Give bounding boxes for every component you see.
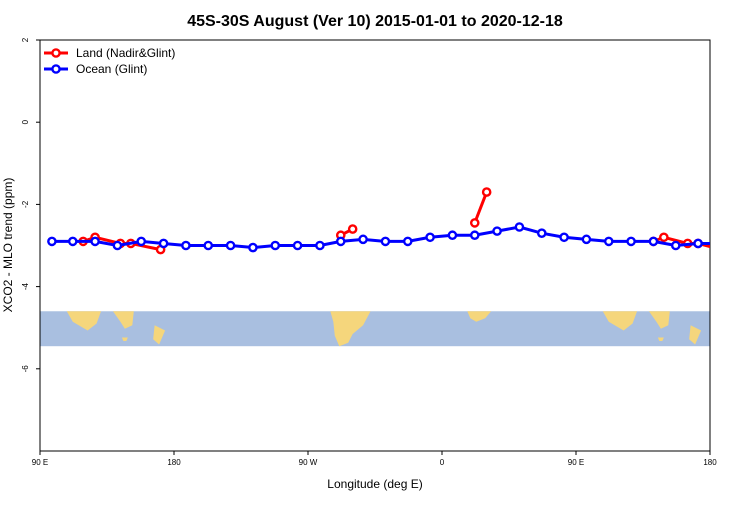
chart-title: 45S-30S August (Ver 10) 2015-01-01 to 20… bbox=[187, 13, 563, 30]
data-point bbox=[659, 232, 669, 243]
map-land-new-zealand bbox=[153, 325, 166, 345]
data-point bbox=[670, 240, 681, 251]
data-point bbox=[158, 238, 169, 249]
legend-marker bbox=[51, 48, 61, 58]
data-point bbox=[315, 240, 325, 251]
legend-label: Ocean (Glint) bbox=[76, 62, 147, 76]
map-land-tasmania bbox=[121, 337, 128, 341]
x-tick-label: 180 bbox=[167, 458, 181, 467]
data-point bbox=[203, 240, 214, 251]
map-land-tasmania bbox=[657, 337, 664, 341]
data-point bbox=[469, 218, 480, 228]
data-point bbox=[514, 222, 525, 232]
data-point bbox=[481, 187, 492, 197]
map-land-australia bbox=[66, 311, 102, 331]
data-point bbox=[347, 224, 358, 234]
x-axis-label: Longitude (deg E) bbox=[327, 477, 422, 491]
data-point bbox=[469, 230, 480, 241]
y-tick-label: -6 bbox=[21, 365, 30, 373]
data-point bbox=[136, 236, 147, 247]
y-axis-label: XCO2 - MLO trend (ppm) bbox=[1, 178, 15, 313]
data-point bbox=[447, 230, 458, 241]
data-point bbox=[270, 240, 281, 251]
map-strip bbox=[40, 311, 710, 347]
y-tick-label: -2 bbox=[21, 200, 30, 208]
series-ocean bbox=[47, 222, 724, 253]
map-land-australia bbox=[602, 311, 638, 331]
data-point bbox=[718, 246, 725, 253]
data-point bbox=[581, 234, 592, 245]
data-point bbox=[717, 240, 724, 247]
data-point bbox=[225, 240, 236, 251]
data-point bbox=[559, 232, 569, 243]
x-tick-label: 90 E bbox=[568, 458, 584, 467]
data-point bbox=[536, 228, 547, 238]
legend-marker bbox=[51, 64, 61, 74]
x-tick-label: 90 W bbox=[299, 458, 318, 467]
data-point bbox=[648, 236, 659, 247]
data-point bbox=[67, 236, 78, 247]
legend: Land (Nadir&Glint) Ocean (Glint) bbox=[44, 46, 175, 76]
x-tick-label: 90 E bbox=[32, 458, 48, 467]
map-land-south-america bbox=[330, 311, 371, 347]
data-point bbox=[181, 240, 191, 251]
map-land-new-zealand bbox=[689, 325, 702, 345]
axes: 90 E 180 90 W 0 90 E 180 2 0 -2 -4 -6 bbox=[21, 37, 717, 467]
map-land-africa bbox=[467, 311, 492, 322]
data-point bbox=[248, 242, 258, 253]
data-point bbox=[358, 234, 368, 245]
data-point bbox=[90, 236, 100, 247]
data-point bbox=[492, 226, 502, 236]
map-land-australia-east bbox=[648, 311, 670, 329]
x-tick-label: 180 bbox=[703, 458, 717, 467]
y-tick-label: -4 bbox=[21, 282, 30, 290]
map-land-australia-east bbox=[112, 311, 134, 329]
data-point bbox=[402, 236, 413, 247]
data-point bbox=[693, 238, 703, 249]
data-point bbox=[425, 232, 435, 243]
map-ocean bbox=[40, 311, 710, 347]
y-tick-label: 0 bbox=[21, 119, 30, 124]
data-point bbox=[112, 240, 123, 251]
data-point bbox=[626, 236, 636, 247]
data-point bbox=[292, 240, 303, 251]
legend-label: Land (Nadir&Glint) bbox=[76, 46, 175, 60]
series-lines bbox=[47, 187, 725, 255]
data-point bbox=[47, 236, 57, 247]
data-point bbox=[380, 236, 391, 247]
x-tick-label: 0 bbox=[440, 458, 445, 467]
series-line bbox=[473, 191, 489, 224]
y-tick-label: 2 bbox=[21, 37, 30, 42]
data-point bbox=[603, 236, 614, 247]
data-point bbox=[335, 236, 346, 247]
